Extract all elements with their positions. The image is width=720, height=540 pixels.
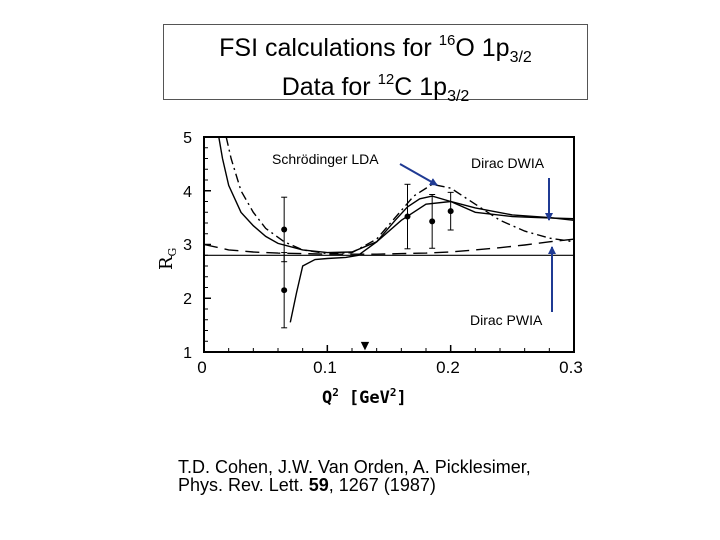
x-axis-label: Q2 [GeV2] bbox=[322, 386, 407, 408]
title-line-1-sub: 3/2 bbox=[509, 49, 532, 66]
title-line-1-prefix: FSI calculations for bbox=[219, 34, 439, 62]
title-line-2: Data for 12C 1p3/2 bbox=[164, 72, 587, 105]
y-axis-label-sub: G bbox=[166, 248, 179, 257]
annotation-dirac-dwia: Dirac DWIA bbox=[471, 155, 545, 171]
y-tick-label-3: 3 bbox=[183, 237, 192, 254]
citation-journal: Phys. Rev. Lett. bbox=[178, 475, 309, 495]
data-point-2 bbox=[404, 213, 411, 220]
x-axis-label-unit: [GeV bbox=[349, 388, 390, 408]
y-tick-label-1: 1 bbox=[183, 345, 192, 362]
x-tick-label-2: 0.2 bbox=[436, 358, 460, 377]
citation-pages-year: , 1267 (1987) bbox=[328, 475, 436, 495]
citation-line-2: Phys. Rev. Lett. 59, 1267 (1987) bbox=[178, 476, 436, 494]
series-line-0 bbox=[289, 195, 575, 323]
title-line-2-sup: 12 bbox=[377, 71, 395, 88]
arrow-schrodinger-lda bbox=[399, 163, 438, 186]
x-tick-label-1: 0.1 bbox=[313, 358, 337, 377]
y-axis-label-main: R bbox=[156, 256, 177, 270]
title-line-2-mid: C 1p bbox=[394, 73, 448, 101]
data-point-1 bbox=[281, 287, 288, 294]
title-line-2-prefix: Data for bbox=[281, 73, 378, 101]
x-axis-label-sup: 2 bbox=[332, 386, 339, 399]
series-line-3 bbox=[203, 238, 575, 255]
y-axis-label: RG bbox=[156, 248, 179, 270]
title-line-1-mid: O 1p bbox=[455, 34, 510, 62]
x-axis-marker: ▼ bbox=[361, 339, 370, 352]
x-tick-label-3: 0.3 bbox=[559, 358, 583, 377]
x-axis-label-main: Q bbox=[322, 388, 332, 408]
data-point-0 bbox=[281, 226, 288, 233]
annotation-schrodinger-lda: Schrödinger LDA bbox=[272, 151, 379, 167]
citation-line-1: T.D. Cohen, J.W. Van Orden, A. Picklesim… bbox=[178, 457, 531, 477]
title-line-1: FSI calculations for 16O 1p3/2 bbox=[164, 33, 587, 66]
data-point-3 bbox=[429, 218, 436, 225]
series-line-2 bbox=[218, 136, 575, 254]
data-point-4 bbox=[447, 208, 454, 215]
x-axis-label-unit-sup: 2 bbox=[390, 386, 397, 399]
y-tick-label-2: 2 bbox=[183, 291, 192, 308]
x-axis-label-unit-end: ] bbox=[396, 388, 406, 408]
title-box: FSI calculations for 16O 1p3/2 Data for … bbox=[163, 24, 588, 105]
title-line-1-sup: 16 bbox=[438, 32, 456, 49]
series-line-1 bbox=[225, 136, 575, 255]
citation-volume: 59 bbox=[308, 475, 329, 495]
svg-text:RG: RG bbox=[156, 248, 179, 270]
title-line-2-sub: 3/2 bbox=[447, 88, 470, 105]
x-tick-label-0: 0 bbox=[197, 358, 206, 377]
y-tick-label-4: 4 bbox=[183, 184, 192, 201]
annotation-dirac-pwia: Dirac PWIA bbox=[470, 312, 543, 328]
y-tick-label-5: 5 bbox=[183, 130, 192, 147]
